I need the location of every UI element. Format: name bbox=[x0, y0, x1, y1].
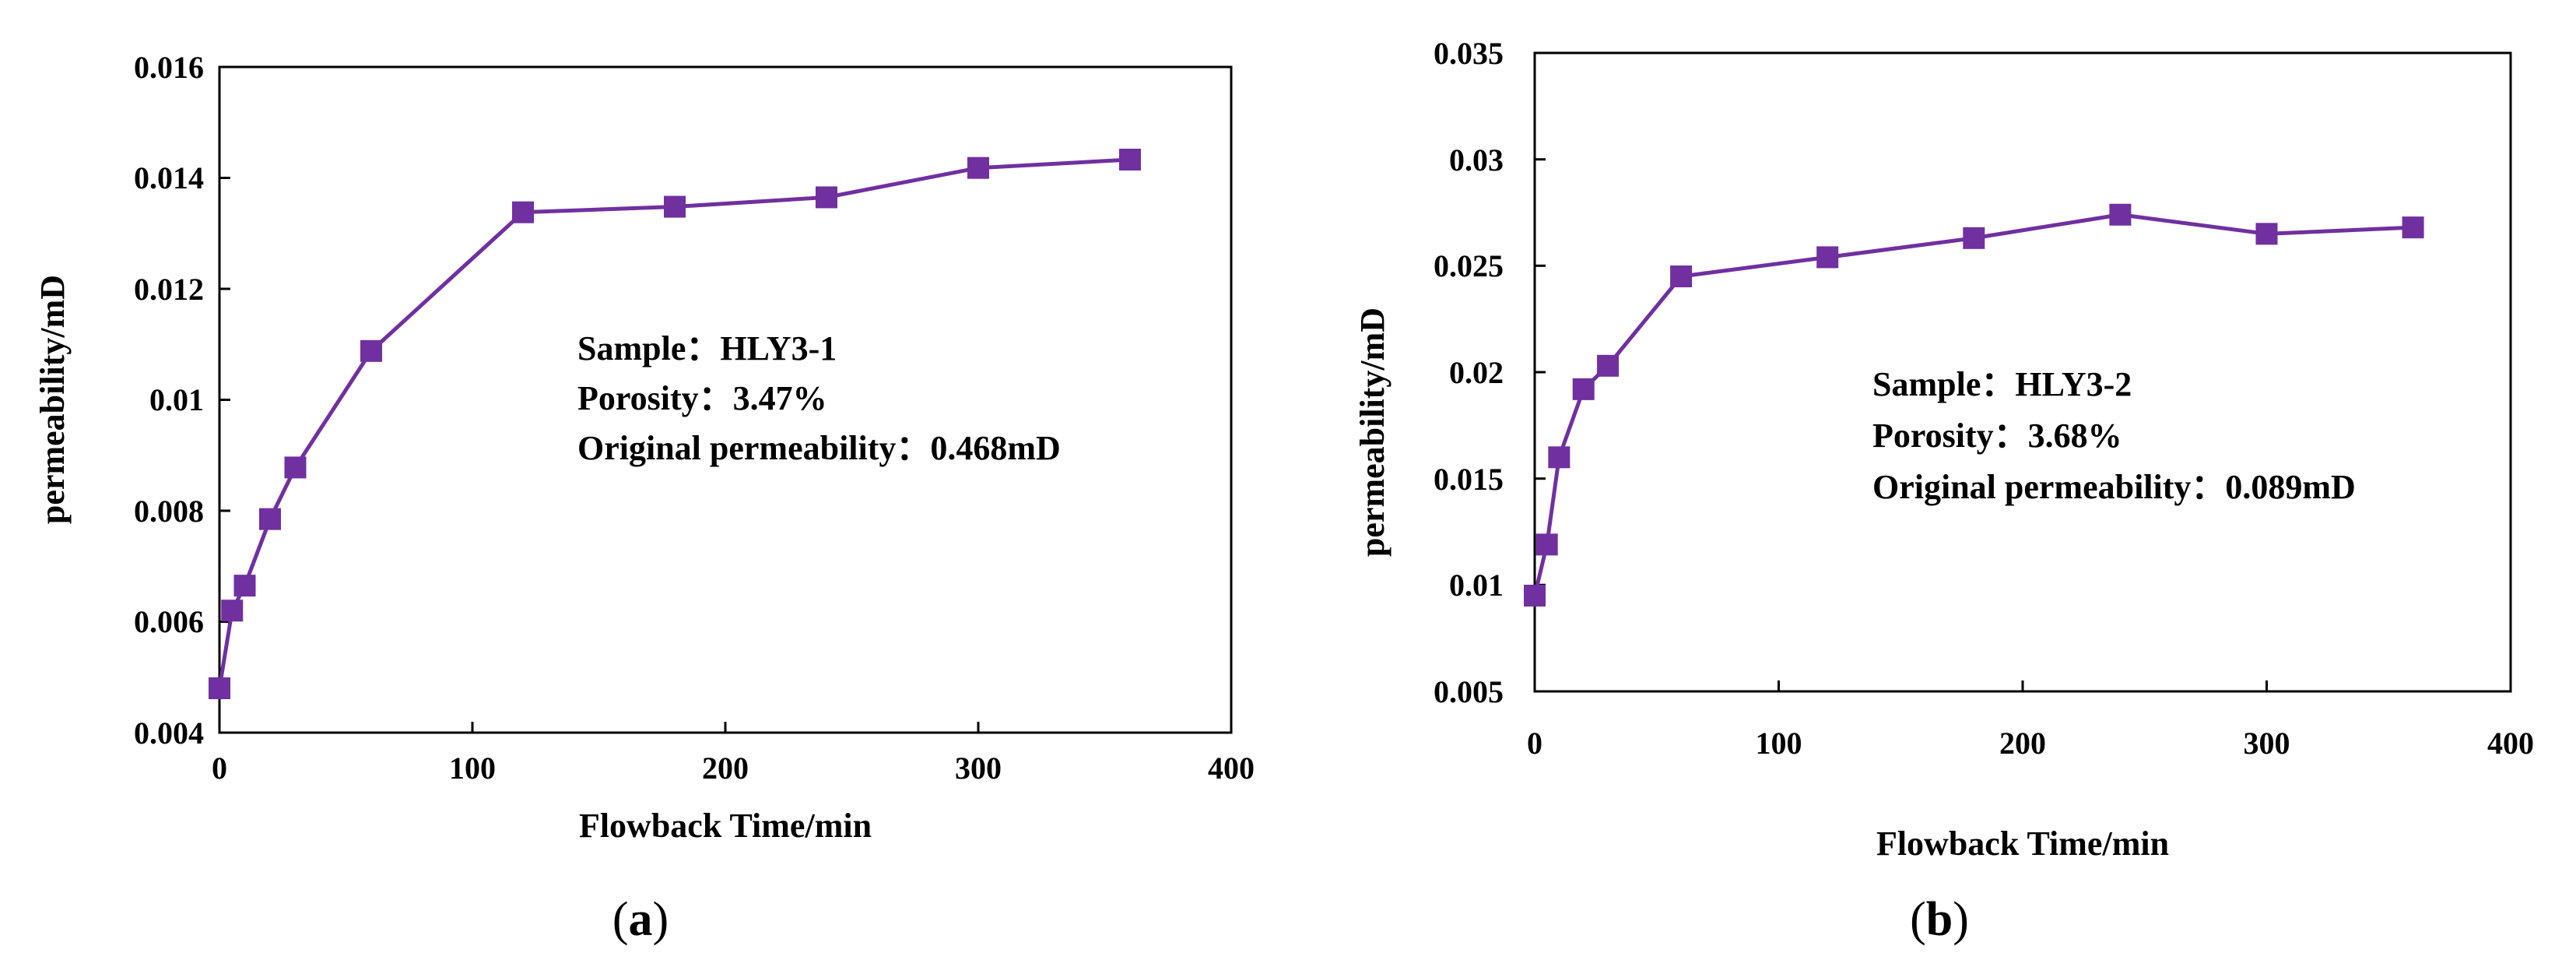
chart-a-ytick-label: 0.01 bbox=[149, 382, 204, 417]
chart-b-data-point bbox=[1816, 246, 1839, 269]
chart-a-data-point bbox=[512, 201, 534, 223]
chart-b: 0.005 0.01 0.015 0.02 0.025 0.03 0.035 0… bbox=[1353, 36, 2534, 946]
chart-b-data-point bbox=[1548, 446, 1571, 469]
chart-a-data-point bbox=[233, 575, 256, 597]
chart-b-data-point bbox=[1963, 227, 1985, 249]
chart-a-annotation-porosity: Porosity：3.47% bbox=[577, 379, 827, 417]
chart-a-series bbox=[209, 148, 1141, 699]
chart-b-xtick-label: 300 bbox=[2244, 726, 2290, 761]
chart-a-annotation-permeability: Original permeability：0.468mD bbox=[577, 429, 1061, 467]
chart-a-data-point bbox=[664, 195, 686, 218]
chart-a-ytick-label: 0.006 bbox=[134, 604, 204, 639]
chart-a-data-point bbox=[284, 456, 307, 479]
chart-b-panel-label: (b) bbox=[1910, 893, 1969, 946]
chart-a-data-point bbox=[259, 508, 281, 530]
chart-a-ytick-label: 0.012 bbox=[134, 272, 204, 307]
chart-a-y-axis: 0.004 0.006 0.008 0.01 0.012 0.014 0.016 bbox=[134, 50, 230, 751]
chart-b-x-axis-title: Flowback Time/min bbox=[1876, 825, 2169, 863]
chart-a-annotation-sample: Sample：HLY3-1 bbox=[577, 329, 837, 367]
chart-b-ytick-label: 0.01 bbox=[1449, 568, 1504, 603]
chart-b-y-axis: 0.005 0.01 0.015 0.02 0.025 0.03 0.035 bbox=[1434, 36, 1546, 709]
chart-b-xtick-label: 100 bbox=[1756, 726, 1802, 761]
chart-a-series-line bbox=[217, 157, 1131, 689]
chart-b-annotation-permeability: Original permeability：0.089mD bbox=[1872, 468, 2356, 506]
chart-a-xtick-label: 300 bbox=[955, 751, 1002, 786]
chart-b-ytick-label: 0.015 bbox=[1434, 462, 1504, 497]
chart-b-series bbox=[1524, 203, 2424, 607]
chart-b-ytick-label: 0.005 bbox=[1434, 674, 1504, 709]
chart-b-annotation: Sample：HLY3-2 Porosity：3.68% Original pe… bbox=[1872, 365, 2356, 506]
chart-a-xtick-label: 0 bbox=[212, 751, 227, 786]
chart-b-data-point bbox=[1535, 533, 1558, 556]
chart-b-x-axis: 0 100 200 300 400 bbox=[1527, 680, 2534, 761]
chart-a-ytick-label: 0.016 bbox=[134, 50, 204, 85]
chart-a-x-axis-title: Flowback Time/min bbox=[579, 807, 872, 845]
chart-a-data-point bbox=[221, 600, 244, 622]
chart-a-annotation: Sample：HLY3-1 Porosity：3.47% Original pe… bbox=[577, 329, 1061, 467]
chart-a: 0.004 0.006 0.008 0.01 0.012 0.014 0.016… bbox=[33, 50, 1255, 946]
chart-b-data-point bbox=[1597, 354, 1620, 377]
chart-a-data-point bbox=[209, 677, 230, 699]
chart-b-data-point bbox=[1524, 585, 1546, 607]
chart-a-data-point bbox=[1119, 148, 1141, 171]
chart-a-xtick-label: 400 bbox=[1208, 751, 1255, 786]
chart-b-xtick-label: 400 bbox=[2487, 726, 2534, 761]
chart-a-xtick-label: 100 bbox=[449, 751, 496, 786]
chart-a-panel-label: (a) bbox=[612, 893, 669, 946]
chart-b-xtick-label: 0 bbox=[1527, 726, 1542, 761]
chart-b-data-point bbox=[2109, 203, 2132, 226]
chart-b-data-point bbox=[2402, 216, 2424, 239]
chart-b-xtick-label: 200 bbox=[1999, 726, 2046, 761]
chart-a-y-axis-title: permeability/mD bbox=[33, 275, 72, 524]
chart-a-data-point bbox=[967, 156, 989, 179]
chart-b-ytick-label: 0.03 bbox=[1449, 142, 1504, 178]
chart-a-data-point bbox=[816, 186, 837, 209]
chart-a-x-axis: 0 100 200 300 400 bbox=[212, 722, 1255, 786]
chart-a-ytick-label: 0.014 bbox=[134, 160, 204, 195]
chart-b-ytick-label: 0.035 bbox=[1434, 36, 1504, 71]
chart-a-ytick-label: 0.004 bbox=[134, 716, 204, 751]
chart-b-annotation-porosity: Porosity：3.68% bbox=[1872, 417, 2122, 455]
chart-b-data-point bbox=[2255, 223, 2278, 245]
chart-b-y-axis-title: permeability/mD bbox=[1353, 308, 1392, 557]
chart-b-ytick-label: 0.02 bbox=[1449, 355, 1504, 390]
chart-b-ytick-label: 0.025 bbox=[1434, 248, 1504, 283]
chart-b-series-line bbox=[1532, 213, 2413, 596]
chart-a-ytick-label: 0.008 bbox=[134, 494, 204, 529]
chart-b-data-point bbox=[1572, 378, 1595, 400]
chart-a-xtick-label: 200 bbox=[702, 751, 749, 786]
chart-a-data-point bbox=[360, 339, 382, 362]
chart-b-data-point bbox=[1670, 265, 1693, 287]
chart-b-annotation-sample: Sample：HLY3-2 bbox=[1872, 365, 2132, 403]
